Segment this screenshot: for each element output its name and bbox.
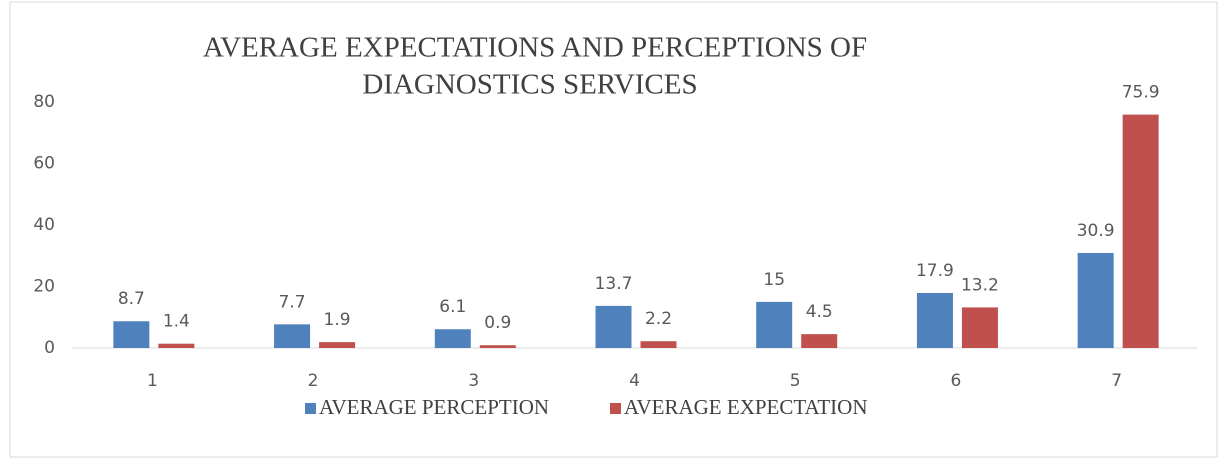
x-tick-label: 3 — [468, 371, 479, 391]
bar — [756, 301, 793, 348]
chart-frame — [9, 1, 1218, 458]
bar — [801, 334, 838, 348]
legend-label: AVERAGE PERCEPTION — [319, 395, 549, 419]
data-label: 75.9 — [1122, 83, 1160, 103]
bar — [961, 307, 998, 348]
data-label: 0.9 — [484, 313, 511, 333]
x-tick-label: 4 — [629, 371, 640, 391]
x-tick-label: 7 — [1111, 371, 1122, 391]
bar — [640, 341, 677, 348]
data-label: 7.7 — [279, 292, 306, 312]
data-label: 13.2 — [961, 275, 999, 295]
bar — [113, 321, 150, 348]
x-tick-label: 2 — [308, 371, 319, 391]
data-label: 4.5 — [806, 302, 833, 322]
bar — [274, 324, 311, 348]
y-tick-label: 60 — [33, 154, 55, 174]
data-label: 1.9 — [324, 310, 351, 330]
data-label: 13.7 — [595, 274, 633, 294]
bar — [1122, 114, 1159, 348]
bar — [434, 329, 471, 348]
x-tick-label: 1 — [147, 371, 158, 391]
chart-title: DIAGNOSTICS SERVICES — [362, 69, 697, 101]
bar — [479, 345, 516, 348]
legend-label: AVERAGE EXPECTATION — [624, 395, 868, 419]
bar — [319, 342, 356, 348]
x-tick-label: 6 — [951, 371, 962, 391]
bar — [595, 305, 632, 348]
legend-swatch — [610, 403, 621, 414]
data-label: 30.9 — [1077, 221, 1115, 241]
data-label: 2.2 — [645, 309, 672, 329]
x-tick-label: 5 — [790, 371, 801, 391]
legend-swatch — [305, 403, 316, 414]
data-label: 15 — [763, 270, 785, 290]
y-tick-label: 40 — [33, 215, 55, 235]
bar — [1077, 252, 1114, 348]
data-label: 17.9 — [916, 261, 954, 281]
bar — [916, 292, 953, 348]
data-label: 8.7 — [118, 289, 145, 309]
chart-title: AVERAGE EXPECTATIONS AND PERCEPTIONS OF — [203, 32, 867, 64]
data-label: 1.4 — [163, 312, 190, 332]
data-label: 6.1 — [439, 297, 466, 317]
y-tick-label: 20 — [33, 277, 55, 297]
bar — [158, 343, 195, 348]
y-tick-label: 80 — [33, 92, 55, 112]
y-tick-label: 0 — [44, 338, 55, 358]
